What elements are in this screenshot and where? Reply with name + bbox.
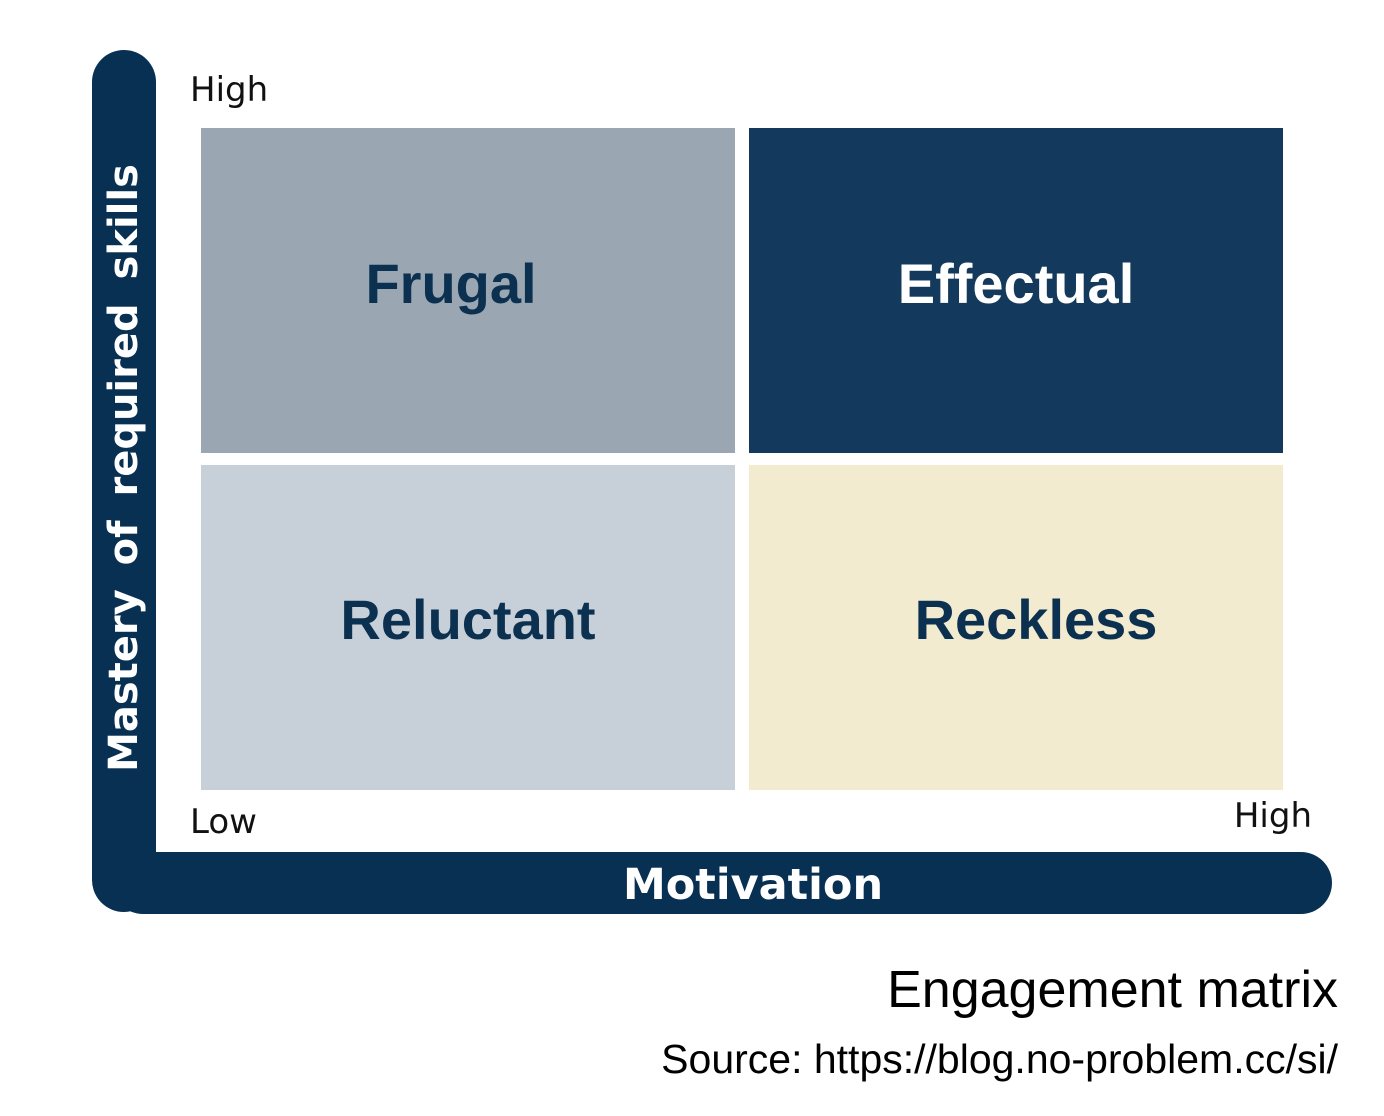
y-axis-label: Mastery of required skills xyxy=(101,164,147,772)
figure-source: Source: https://blog.no-problem.cc/si/ xyxy=(661,1036,1338,1082)
quadrant-reckless: Reckless xyxy=(749,465,1283,790)
x-axis-bar xyxy=(112,852,1332,914)
quadrant-frugal: Frugal xyxy=(201,128,735,453)
x-axis-label: Motivation xyxy=(622,860,884,910)
y-axis-high-label: High xyxy=(190,70,269,110)
figure-title: Engagement matrix xyxy=(887,961,1338,1019)
quadrant-reluctant: Reluctant xyxy=(201,465,735,790)
x-axis-high-label: High xyxy=(1233,796,1312,836)
quadrant-label: Reckless xyxy=(914,588,1158,651)
quadrant-effectual: Effectual xyxy=(749,128,1283,453)
y-axis-bar xyxy=(92,50,156,912)
axis-low-label: Low xyxy=(190,802,257,842)
quadrant-label: Frugal xyxy=(365,252,537,315)
quadrant-label: Effectual xyxy=(897,252,1135,315)
quadrant-label: Reluctant xyxy=(340,588,596,651)
